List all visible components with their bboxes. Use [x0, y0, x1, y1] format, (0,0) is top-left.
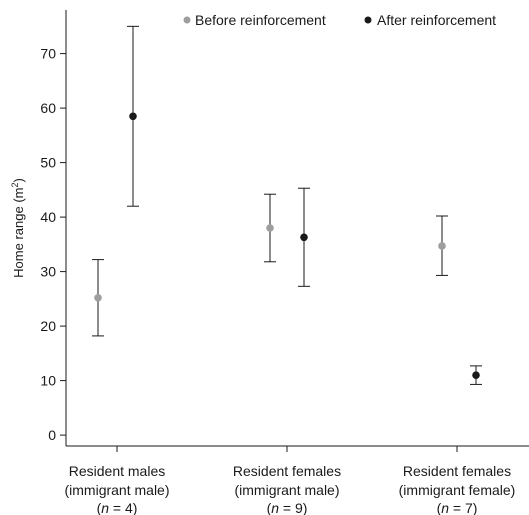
- x-tick-group-0: Resident males (immigrant male) (n = 4): [64, 446, 170, 515]
- legend: Before reinforcement After reinforcement: [183, 12, 496, 28]
- x-tick-label-1-n-italic: n: [271, 500, 279, 515]
- data-point-series0-group2: [438, 242, 446, 250]
- x-tick-label-0-line1: Resident males: [69, 463, 166, 479]
- x-tick-label-2-line1: Resident females: [403, 463, 511, 479]
- x-tick-label-1-n-count: = 9): [279, 500, 307, 515]
- y-axis-label-main: Home range (m: [11, 188, 26, 278]
- x-axis: Resident males (immigrant male) (n = 4) …: [64, 445, 529, 515]
- y-tick-label-7: 70: [40, 46, 56, 62]
- x-tick-label-0-line2: (immigrant male): [64, 482, 169, 498]
- data-point-series1-group1: [300, 233, 308, 242]
- x-tick-label-2-n-italic: n: [441, 500, 449, 515]
- x-tick-group-2: Resident females (immigrant female) (n =…: [399, 446, 516, 515]
- y-tick-label-6: 60: [40, 100, 56, 116]
- x-tick-label-1-line2: (immigrant male): [234, 482, 339, 498]
- data-point-series1-group2: [472, 371, 480, 379]
- y-tick-label-1: 10: [40, 373, 56, 389]
- x-tick-label-1-n: (n = 9): [267, 500, 308, 515]
- y-ticks: 0 10 20 30 40 50 60 70: [40, 46, 66, 443]
- y-axis: 0 10 20 30 40 50 60 70 Home range (m2): [10, 10, 67, 446]
- data-point-series1-group0: [129, 112, 137, 121]
- errorbar-series0-group1: [264, 193, 276, 263]
- x-tick-group-1: Resident females (immigrant male) (n = 9…: [233, 446, 341, 515]
- errorbar-series0-group0: [92, 259, 104, 337]
- y-tick-label-4: 40: [40, 209, 56, 225]
- x-tick-label-2-line2: (immigrant female): [399, 482, 516, 498]
- y-axis-label-superscript: 2: [10, 183, 20, 188]
- errorbar-series1-group0: [127, 25, 139, 207]
- legend-marker-before: [183, 16, 191, 24]
- y-tick-label-5: 50: [40, 155, 56, 171]
- legend-marker-after: [364, 16, 372, 24]
- legend-label-after: After reinforcement: [377, 12, 496, 28]
- data-point-series0-group1: [266, 224, 274, 232]
- x-tick-label-0-n-italic: n: [101, 500, 109, 515]
- plot-area: [92, 25, 482, 385]
- errorbar-series1-group1: [298, 187, 310, 287]
- y-tick-label-0: 0: [48, 427, 56, 443]
- y-axis-label-close: ): [11, 178, 26, 182]
- data-point-series0-group0: [94, 293, 102, 302]
- x-tick-label-2-n: (n = 7): [437, 500, 478, 515]
- x-tick-label-1-line1: Resident females: [233, 463, 341, 479]
- x-tick-label-0-n: (n = 4): [97, 500, 138, 515]
- x-tick-label-0-n-count: = 4): [109, 500, 137, 515]
- x-tick-label-2-n-count: = 7): [449, 500, 477, 515]
- errorbar-series0-group2: [436, 215, 448, 276]
- y-tick-label-2: 20: [40, 318, 56, 334]
- legend-label-before: Before reinforcement: [195, 12, 326, 28]
- errorbar-series1-group2: [470, 365, 482, 385]
- y-axis-label: Home range (m2): [10, 178, 26, 278]
- y-tick-label-3: 30: [40, 264, 56, 280]
